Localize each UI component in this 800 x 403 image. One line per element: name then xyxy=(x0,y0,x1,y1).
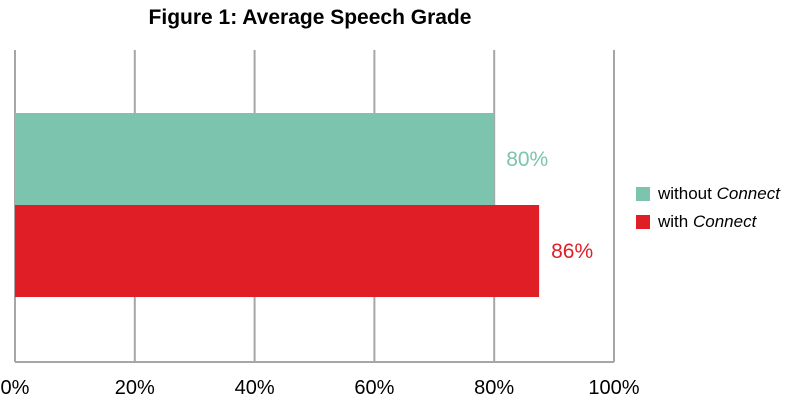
legend-label-with-connect: with Connect xyxy=(658,212,757,231)
legend-item-with-connect: with Connect xyxy=(636,208,780,236)
x-tick-label: 20% xyxy=(115,377,155,399)
bars xyxy=(15,113,540,297)
legend-label-without-connect: without Connect xyxy=(658,184,780,203)
bar-with-connect xyxy=(15,205,540,297)
legend-item-without-connect: without Connect xyxy=(636,180,780,208)
legend-swatch-with-connect xyxy=(636,215,650,229)
bar-without-connect xyxy=(15,113,495,205)
x-tick-label: 100% xyxy=(588,377,639,399)
data-label: 86% xyxy=(551,240,593,263)
x-tick-label: 60% xyxy=(354,377,394,399)
chart-title: Figure 1: Average Speech Grade xyxy=(148,6,472,29)
x-tick-label: 80% xyxy=(474,377,514,399)
legend-swatch-without-connect xyxy=(636,187,650,201)
x-tick-label: 40% xyxy=(235,377,275,399)
legend: without Connect with Connect xyxy=(636,180,780,236)
data-labels: 80% 86% xyxy=(506,148,593,263)
x-axis-ticks: 0% 20% 40% 60% 80% 100% xyxy=(1,377,640,399)
data-label: 80% xyxy=(506,148,548,171)
x-tick-label: 0% xyxy=(1,377,30,399)
